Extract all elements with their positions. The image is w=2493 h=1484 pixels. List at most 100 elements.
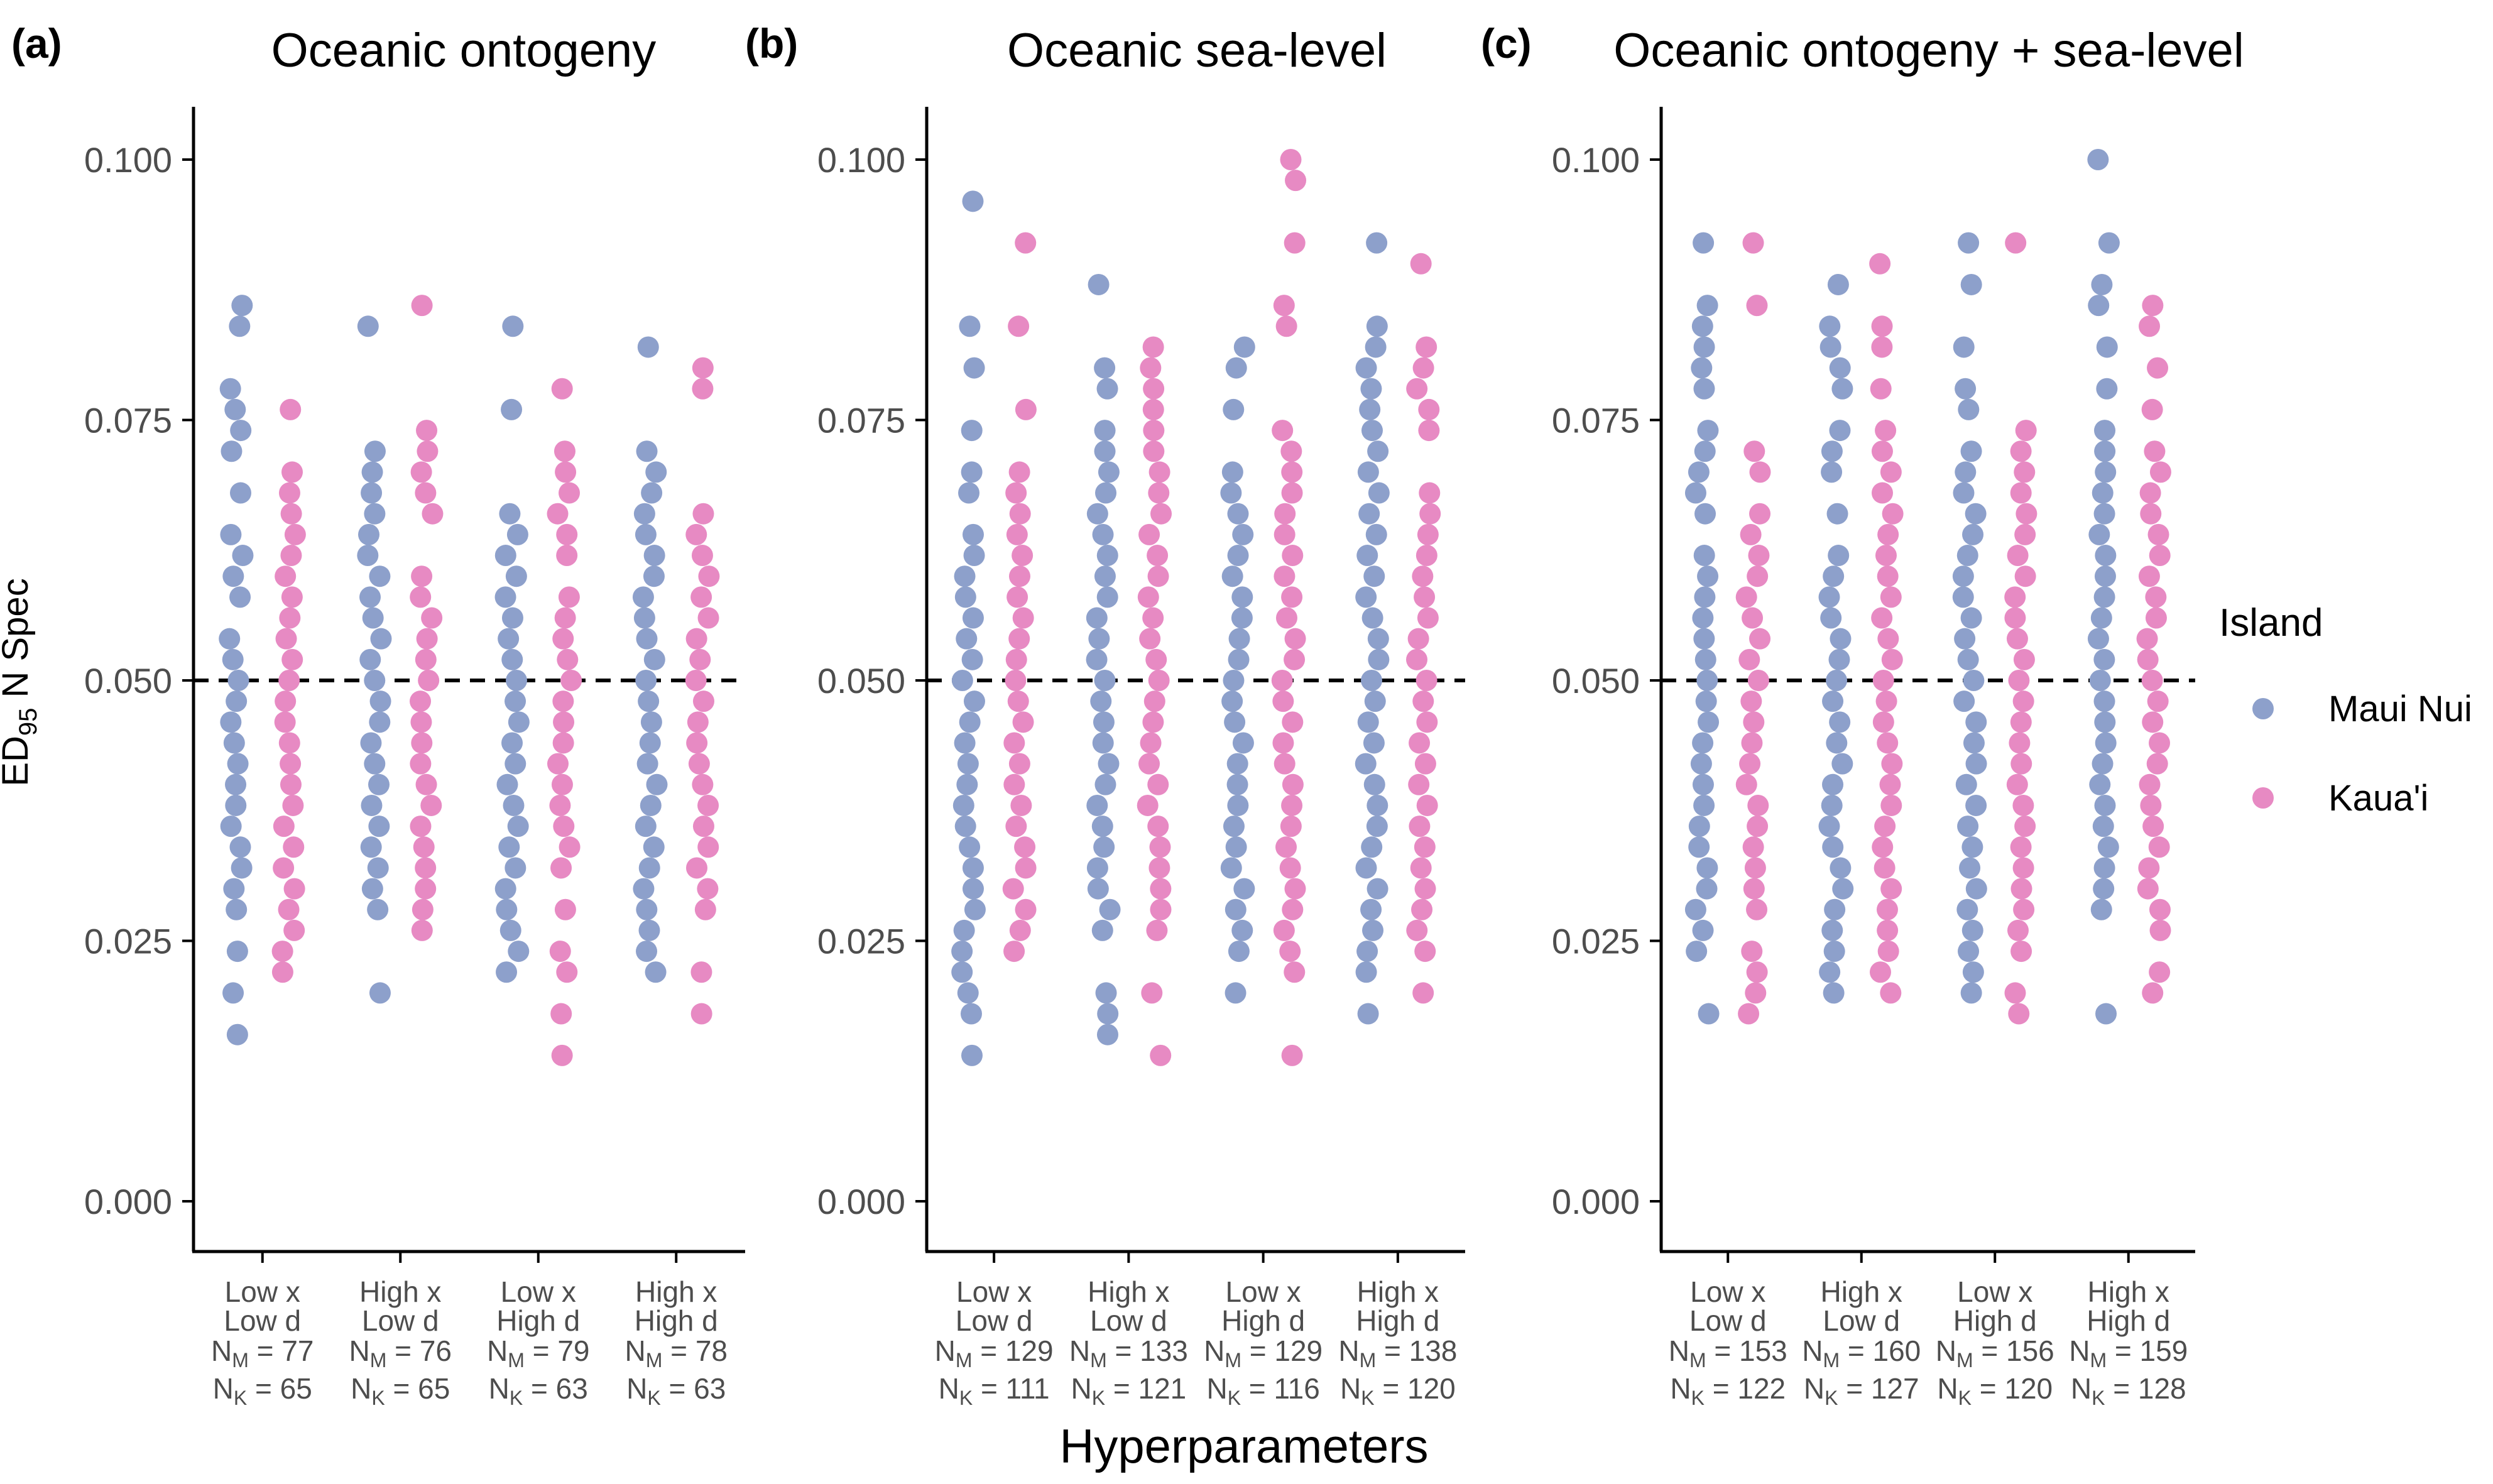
- point-kauai: [691, 545, 713, 567]
- point-maui-nui: [1221, 461, 1243, 483]
- point-kauai: [1012, 607, 1034, 629]
- point-kauai: [1740, 523, 1762, 545]
- point-kauai: [1281, 461, 1303, 483]
- point-kauai: [1743, 878, 1765, 900]
- point-maui-nui: [1091, 919, 1113, 941]
- point-maui-nui: [1088, 628, 1110, 650]
- point-kauai: [2007, 919, 2029, 941]
- point-maui-nui: [1961, 836, 1983, 858]
- point-maui-nui: [643, 836, 665, 858]
- point-kauai: [1142, 607, 1164, 629]
- point-maui-nui: [1829, 420, 1851, 442]
- point-kauai: [1012, 711, 1034, 733]
- point-kauai: [278, 670, 300, 691]
- point-kauai: [1272, 690, 1294, 712]
- point-kauai: [556, 523, 578, 545]
- point-kauai: [556, 545, 578, 567]
- point-maui-nui: [227, 670, 249, 691]
- point-maui-nui: [636, 941, 658, 963]
- point-maui-nui: [1832, 878, 1854, 900]
- point-kauai: [2138, 857, 2160, 879]
- point-kauai: [1282, 545, 1304, 567]
- point-maui-nui: [1822, 836, 1844, 858]
- point-maui-nui: [959, 836, 981, 858]
- point-maui-nui: [357, 545, 379, 567]
- y-tick-label: 0.075: [84, 401, 172, 440]
- point-maui-nui: [633, 503, 655, 525]
- point-maui-nui: [496, 961, 518, 983]
- point-kauai: [1006, 523, 1028, 545]
- point-maui-nui: [951, 670, 973, 691]
- point-maui-nui: [362, 607, 384, 629]
- point-kauai: [2142, 711, 2164, 733]
- point-kauai: [1877, 523, 1899, 545]
- point-maui-nui: [1956, 545, 1978, 567]
- x-tick-label-nk: NK = 120: [1340, 1372, 1456, 1409]
- point-kauai: [1005, 670, 1027, 691]
- point-kauai: [2148, 836, 2170, 858]
- point-kauai: [1738, 648, 1760, 670]
- point-maui-nui: [1691, 315, 1713, 337]
- point-maui-nui: [957, 982, 979, 1004]
- point-maui-nui: [1363, 773, 1385, 795]
- x-tick-label-nk: NK = 116: [1206, 1372, 1319, 1409]
- panel-1: (a) Oceanic ontogeny 0.000 0.025 0.050 0.075 0…: [11, 20, 745, 1409]
- point-maui-nui: [1958, 232, 1980, 254]
- point-maui-nui: [1963, 732, 1985, 754]
- point-kauai: [1284, 878, 1306, 900]
- point-maui-nui: [1693, 378, 1715, 400]
- point-maui-nui: [369, 565, 391, 587]
- point-maui-nui: [1092, 523, 1114, 545]
- point-maui-nui: [2087, 628, 2109, 650]
- point-maui-nui: [962, 857, 984, 879]
- point-maui-nui: [1953, 482, 1975, 504]
- point-maui-nui: [1831, 378, 1853, 400]
- point-kauai: [1003, 732, 1025, 754]
- x-tick-label-line1: High x: [635, 1275, 717, 1308]
- point-kauai: [1010, 794, 1032, 816]
- point-maui-nui: [961, 461, 983, 483]
- point-maui-nui: [1955, 461, 1977, 483]
- point-kauai: [1003, 941, 1025, 963]
- point-kauai: [1005, 648, 1027, 670]
- point-maui-nui: [219, 628, 241, 650]
- point-maui-nui: [230, 420, 252, 442]
- point-kauai: [1409, 816, 1431, 837]
- point-maui-nui: [494, 545, 516, 567]
- point-kauai: [1005, 482, 1027, 504]
- panel-tag: (c): [1481, 20, 1532, 67]
- point-maui-nui: [222, 982, 244, 1004]
- point-kauai: [1881, 648, 1903, 670]
- point-kauai: [413, 836, 435, 858]
- x-tick-label-nk: NK = 120: [1937, 1372, 2053, 1409]
- point-maui-nui: [1357, 711, 1379, 733]
- point-maui-nui: [1824, 898, 1846, 920]
- x-tick-label-line1: Low x: [1957, 1275, 2032, 1308]
- point-kauai: [1148, 461, 1170, 483]
- point-kauai: [547, 503, 569, 525]
- point-maui-nui: [1826, 670, 1848, 691]
- point-kauai: [2004, 586, 2026, 608]
- point-kauai: [554, 440, 576, 462]
- point-kauai: [551, 378, 573, 400]
- point-kauai: [2138, 565, 2160, 587]
- point-maui-nui: [1086, 607, 1108, 629]
- point-kauai: [281, 461, 303, 483]
- point-kauai: [278, 732, 300, 754]
- point-maui-nui: [638, 690, 660, 712]
- x-tick-label-nm: NM = 156: [1936, 1334, 2054, 1372]
- point-kauai: [275, 690, 297, 712]
- point-maui-nui: [1826, 732, 1848, 754]
- point-maui-nui: [1819, 961, 1841, 983]
- point-maui-nui: [1698, 1003, 1720, 1025]
- point-maui-nui: [2091, 273, 2113, 295]
- x-tick-label-line2: Low d: [956, 1304, 1033, 1337]
- x-tick-label-line2: High d: [496, 1304, 580, 1337]
- x-tick-label-nk: NK = 63: [626, 1372, 726, 1409]
- point-kauai: [2014, 816, 2036, 837]
- point-maui-nui: [645, 461, 667, 483]
- point-maui-nui: [505, 753, 526, 775]
- point-kauai: [1874, 857, 1896, 879]
- point-kauai: [697, 878, 719, 900]
